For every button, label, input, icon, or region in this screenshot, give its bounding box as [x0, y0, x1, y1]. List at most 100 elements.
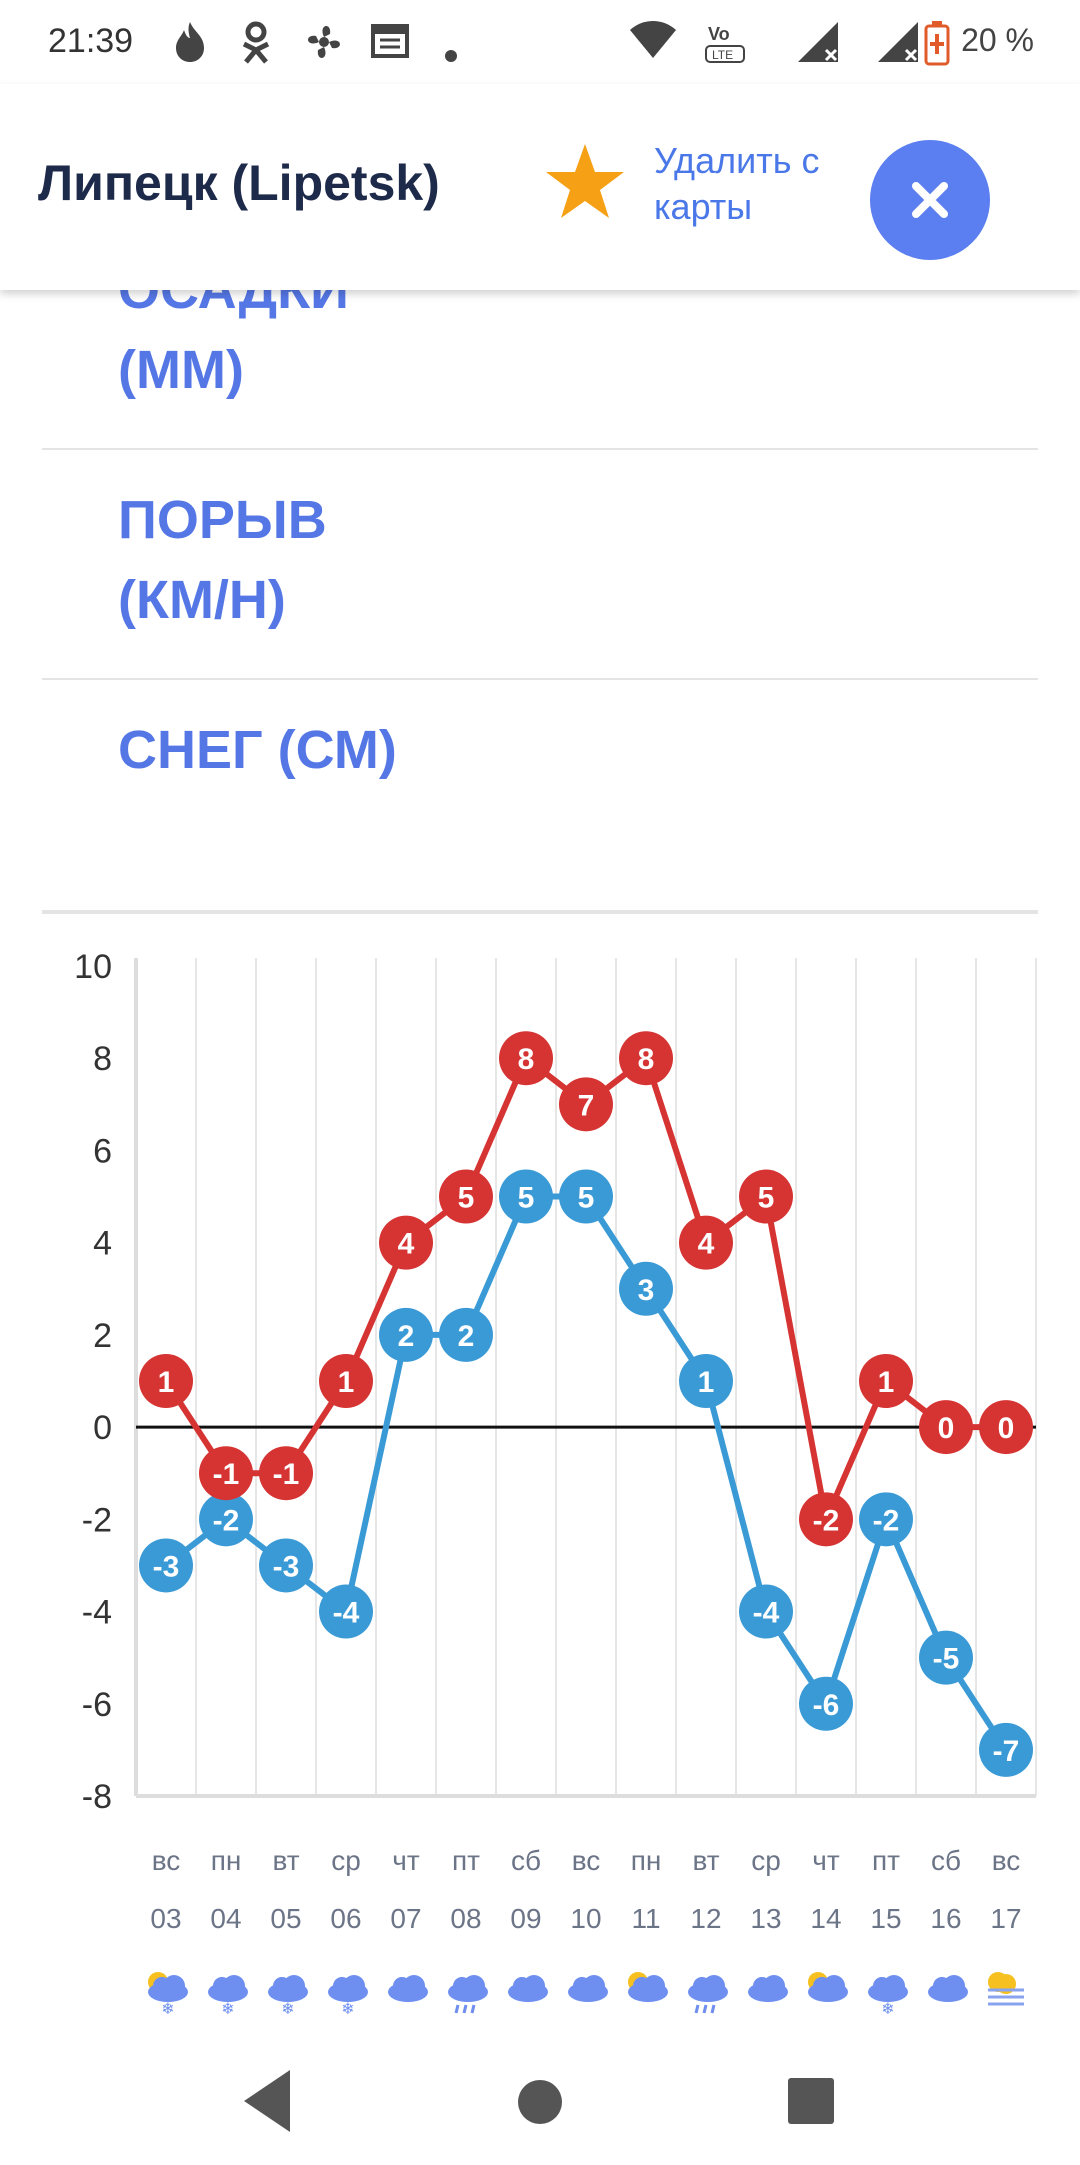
star-icon[interactable] — [542, 140, 628, 226]
data-point — [619, 1031, 673, 1086]
x-date-label: 14 — [810, 1903, 841, 1934]
data-label: -3 — [153, 1550, 180, 1583]
data-label: -6 — [813, 1689, 840, 1722]
x-date-label: 05 — [270, 1903, 301, 1934]
sun-cloud-icon — [628, 1972, 668, 2002]
wifi-icon — [628, 20, 678, 70]
divider — [42, 910, 1038, 914]
y-tick-label: -8 — [82, 1778, 112, 1816]
cloud-snow-icon: ❄ — [328, 1975, 368, 2018]
cloud-icon — [568, 1975, 608, 2002]
section-label: СНЕГ (СМ) — [118, 720, 397, 780]
y-tick-label: 0 — [93, 1409, 112, 1447]
data-label: 7 — [578, 1089, 595, 1122]
data-point — [199, 1446, 253, 1501]
cloud-snow-icon: ❄ — [268, 1975, 308, 2018]
dot-icon — [444, 30, 458, 73]
back-button[interactable] — [244, 2070, 290, 2132]
y-tick-label: -4 — [82, 1594, 112, 1632]
data-point — [559, 1169, 613, 1224]
data-label: -5 — [933, 1643, 960, 1676]
data-label: 8 — [518, 1043, 535, 1076]
data-point — [379, 1215, 433, 1270]
data-label: 5 — [458, 1182, 475, 1215]
x-day-label: пн — [631, 1845, 662, 1876]
y-tick-label: 8 — [93, 1040, 112, 1078]
x-day-label: сб — [511, 1845, 541, 1876]
x-day-label: вс — [152, 1845, 181, 1876]
svg-text:❄: ❄ — [341, 1999, 354, 2018]
data-point — [679, 1354, 733, 1408]
x-day-label: ср — [751, 1845, 781, 1876]
y-tick-label: -2 — [82, 1501, 112, 1539]
remove-from-map-link[interactable]: Удалить с карты — [654, 140, 820, 227]
volte-icon: Vo LTE — [704, 20, 750, 74]
home-button[interactable] — [518, 2080, 562, 2124]
x-day-label: сб — [931, 1845, 961, 1876]
section-label: ПОРЫВ (КМ/Н) — [118, 490, 327, 630]
x-date-label: 16 — [930, 1903, 961, 1934]
divider — [42, 678, 1038, 680]
battery-level: 20 % — [961, 22, 1034, 58]
battery-icon — [924, 20, 950, 76]
data-label: 5 — [518, 1182, 535, 1215]
data-point — [739, 1169, 793, 1224]
cloud-snow-icon: ❄ — [868, 1975, 908, 2018]
data-point — [739, 1584, 793, 1639]
cloud-icon — [388, 1975, 428, 2002]
data-point — [259, 1446, 313, 1501]
x-day-label: ср — [331, 1845, 361, 1876]
cloud-snow-icon: ❄ — [208, 1975, 248, 2018]
data-label: -3 — [273, 1550, 300, 1583]
cloud-rain-icon — [688, 1975, 728, 2014]
calendar-icon — [370, 20, 410, 70]
x-date-label: 03 — [150, 1903, 181, 1934]
sun-fog-icon — [988, 1972, 1024, 2006]
svg-text:Vo: Vo — [708, 24, 730, 44]
data-point — [139, 1354, 193, 1408]
city-title: Липецк (Lipetsk) — [38, 155, 440, 211]
data-point — [679, 1215, 733, 1270]
data-point — [199, 1492, 253, 1547]
data-point — [859, 1492, 913, 1547]
cloud-icon — [928, 1975, 968, 2002]
data-label: 0 — [938, 1412, 955, 1445]
y-tick-label: 4 — [93, 1225, 112, 1263]
data-label: -7 — [993, 1735, 1020, 1768]
data-label: 2 — [398, 1320, 415, 1353]
x-day-label: пт — [452, 1845, 480, 1876]
y-tick-label: -6 — [82, 1686, 112, 1724]
data-label: 0 — [998, 1412, 1015, 1445]
data-point — [319, 1354, 373, 1408]
header: Липецк (Lipetsk) Удалить с карты — [0, 84, 1080, 290]
data-point — [499, 1169, 553, 1224]
data-point — [919, 1630, 973, 1685]
data-label: 1 — [338, 1366, 355, 1399]
x-day-label: пт — [872, 1845, 900, 1876]
data-point — [799, 1492, 853, 1547]
svg-text:❄: ❄ — [281, 1999, 294, 2018]
data-label: 4 — [698, 1228, 715, 1261]
data-label: 2 — [458, 1320, 475, 1353]
data-point — [139, 1538, 193, 1593]
close-button[interactable] — [870, 140, 990, 260]
data-label: 1 — [878, 1366, 895, 1399]
cloud-icon — [508, 1975, 548, 2002]
data-point — [499, 1031, 553, 1086]
signal-2-icon — [876, 20, 922, 74]
recents-button[interactable] — [788, 2078, 834, 2124]
svg-text:❄: ❄ — [221, 1999, 234, 2018]
data-label: 1 — [158, 1366, 175, 1399]
svg-text:❄: ❄ — [881, 1999, 894, 2018]
data-label: 3 — [638, 1274, 655, 1307]
x-day-label: чт — [392, 1845, 420, 1876]
cloud-rain-icon — [448, 1975, 488, 2014]
svg-text:❄: ❄ — [161, 1999, 174, 2018]
data-point — [259, 1538, 313, 1593]
fan-icon — [302, 20, 346, 74]
data-label: -2 — [813, 1504, 840, 1537]
x-date-label: 08 — [450, 1903, 481, 1934]
signal-icon — [796, 20, 842, 74]
x-day-label: вт — [272, 1845, 299, 1876]
